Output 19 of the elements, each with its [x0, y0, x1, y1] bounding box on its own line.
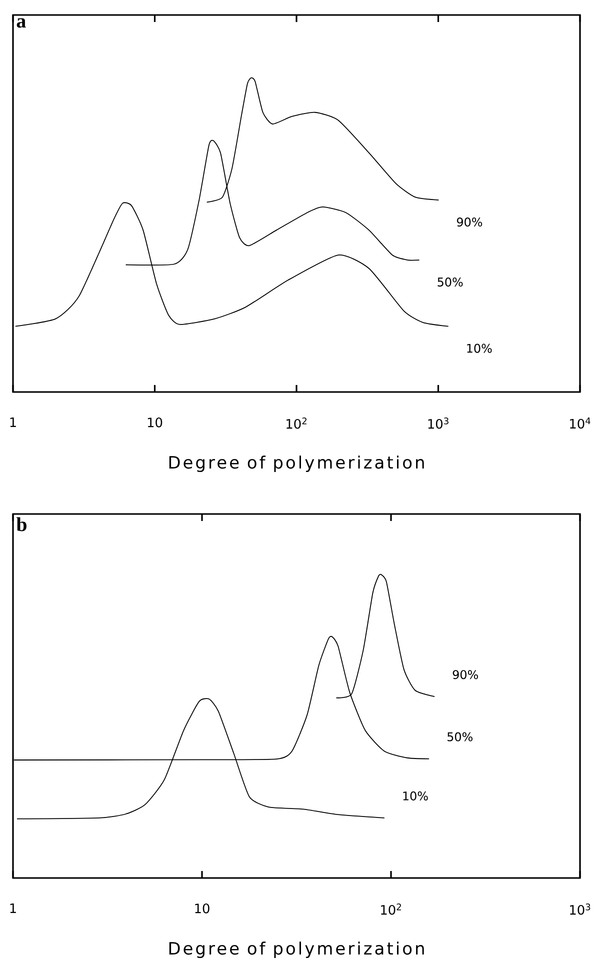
text: 10%: [403, 791, 428, 800]
x-tick-label: 1: [10, 418, 16, 427]
text: 90%: [456, 218, 482, 227]
x-tick-label: 10$^{2}$: [286, 418, 306, 429]
text: 10%: [467, 344, 492, 353]
x-tick-label: 10$^{4}$: [570, 418, 590, 429]
text: 50%: [448, 732, 472, 742]
x-tick-label: 10$^{3}$: [570, 904, 590, 915]
x-tick-label: 1: [10, 904, 16, 913]
text: 90%: [452, 670, 478, 680]
x-axis-title: Degree of polymerization: [169, 456, 424, 472]
text: 50%: [438, 278, 463, 287]
x-axis-title: Degree of polymerization: [169, 942, 424, 958]
x-tick-label: 10$^{2}$: [381, 904, 401, 915]
chart-title: a: [16, 18, 26, 28]
x-tick-label: 10$^{3}$: [428, 418, 448, 429]
x-tick-label: 10: [195, 904, 210, 914]
x-tick-label: 10: [148, 418, 162, 428]
chart-title: b: [16, 517, 26, 532]
